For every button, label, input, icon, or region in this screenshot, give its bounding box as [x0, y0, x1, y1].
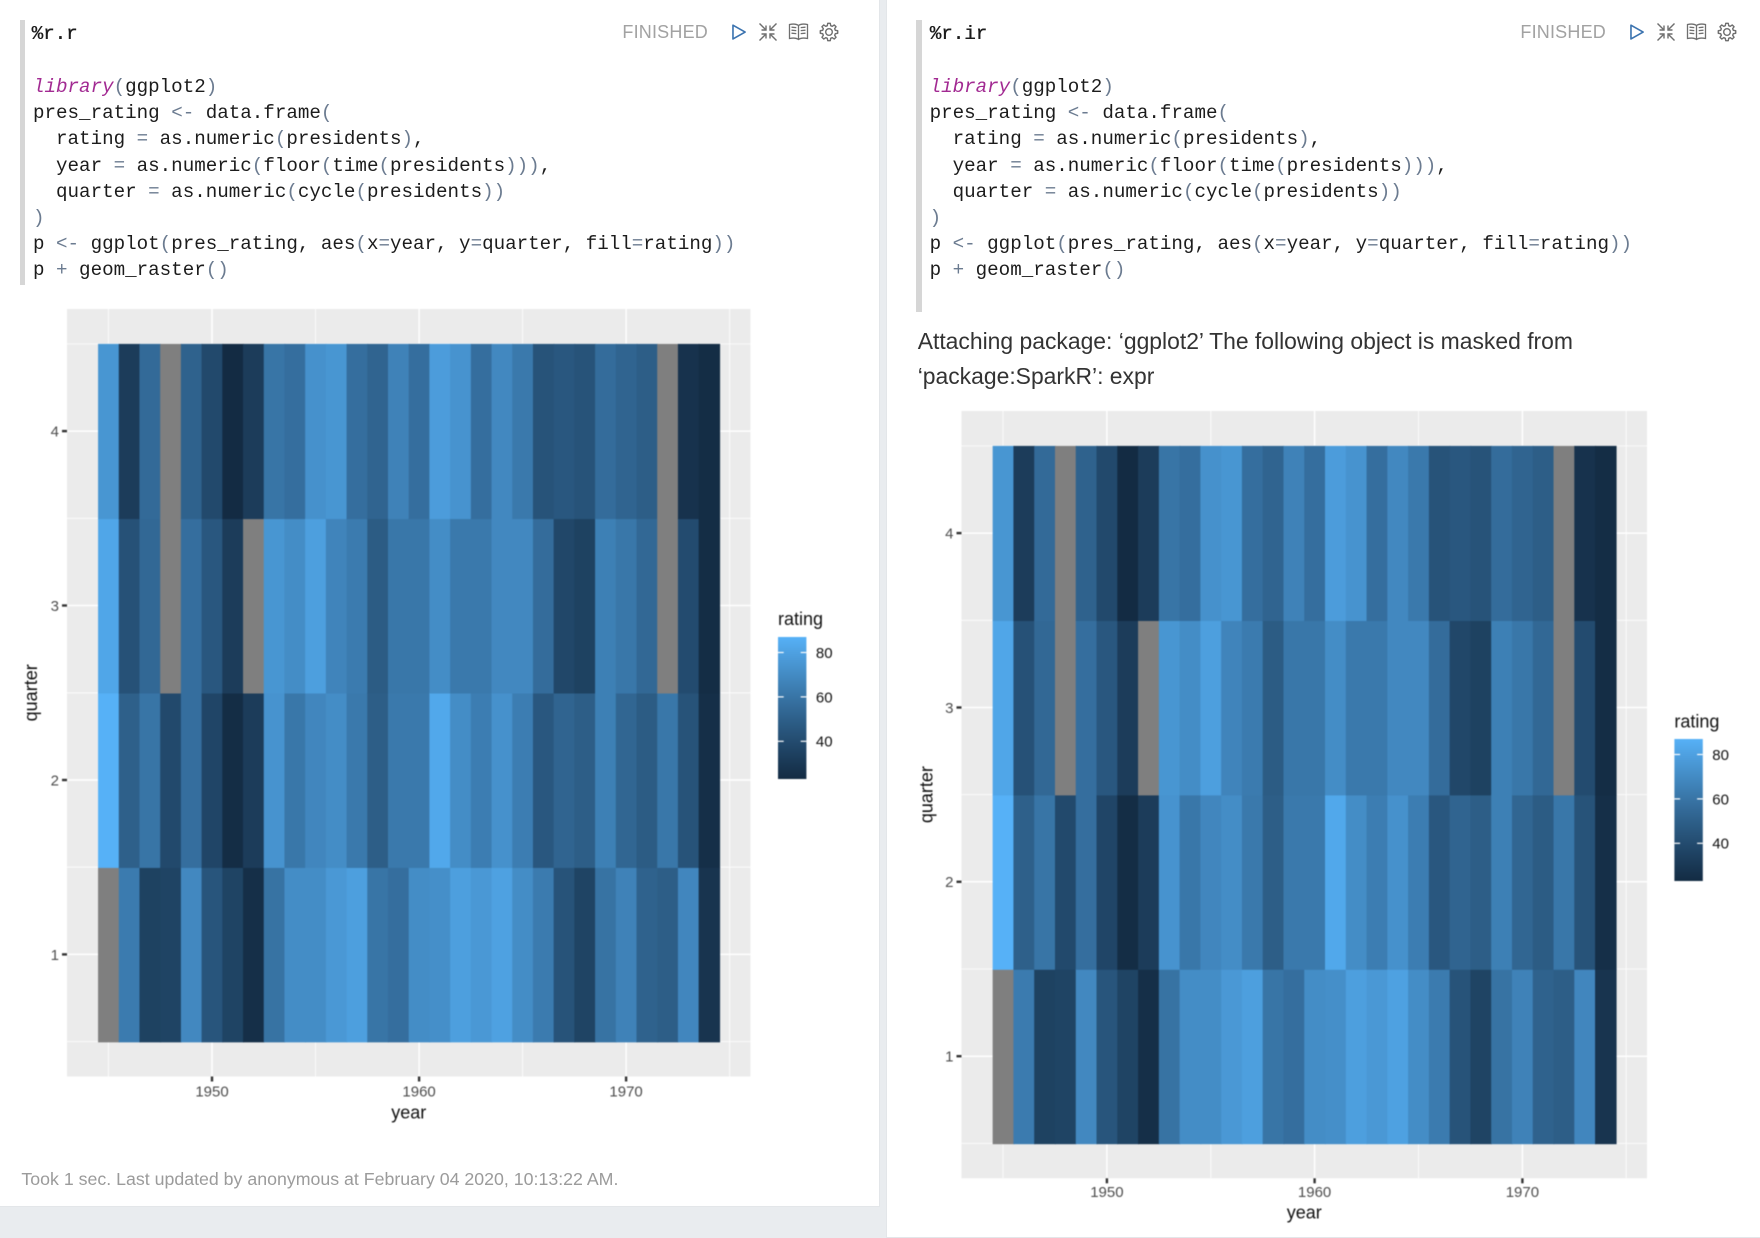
svg-text:quarter: quarter	[917, 766, 937, 823]
svg-text:4: 4	[51, 424, 59, 441]
svg-text:1: 1	[51, 947, 59, 964]
svg-text:1: 1	[945, 1049, 953, 1066]
svg-text:40: 40	[1712, 836, 1729, 853]
svg-text:1960: 1960	[1298, 1184, 1331, 1201]
svg-text:40: 40	[816, 734, 833, 751]
svg-text:80: 80	[816, 645, 833, 662]
svg-text:1950: 1950	[1090, 1184, 1123, 1201]
svg-text:60: 60	[816, 689, 833, 706]
svg-text:1970: 1970	[609, 1083, 642, 1100]
svg-text:80: 80	[1712, 747, 1729, 764]
svg-text:1950: 1950	[195, 1083, 228, 1100]
svg-text:year: year	[1287, 1203, 1322, 1223]
svg-text:1970: 1970	[1506, 1184, 1539, 1201]
svg-text:2: 2	[51, 772, 59, 789]
svg-text:60: 60	[1712, 791, 1729, 808]
svg-text:1960: 1960	[402, 1083, 435, 1100]
svg-text:rating: rating	[778, 609, 823, 629]
svg-text:rating: rating	[1674, 712, 1719, 732]
svg-text:quarter: quarter	[21, 664, 41, 721]
svg-text:3: 3	[945, 700, 953, 717]
svg-text:3: 3	[51, 598, 59, 615]
svg-text:4: 4	[945, 526, 953, 543]
svg-text:year: year	[391, 1103, 426, 1123]
svg-text:2: 2	[945, 874, 953, 891]
